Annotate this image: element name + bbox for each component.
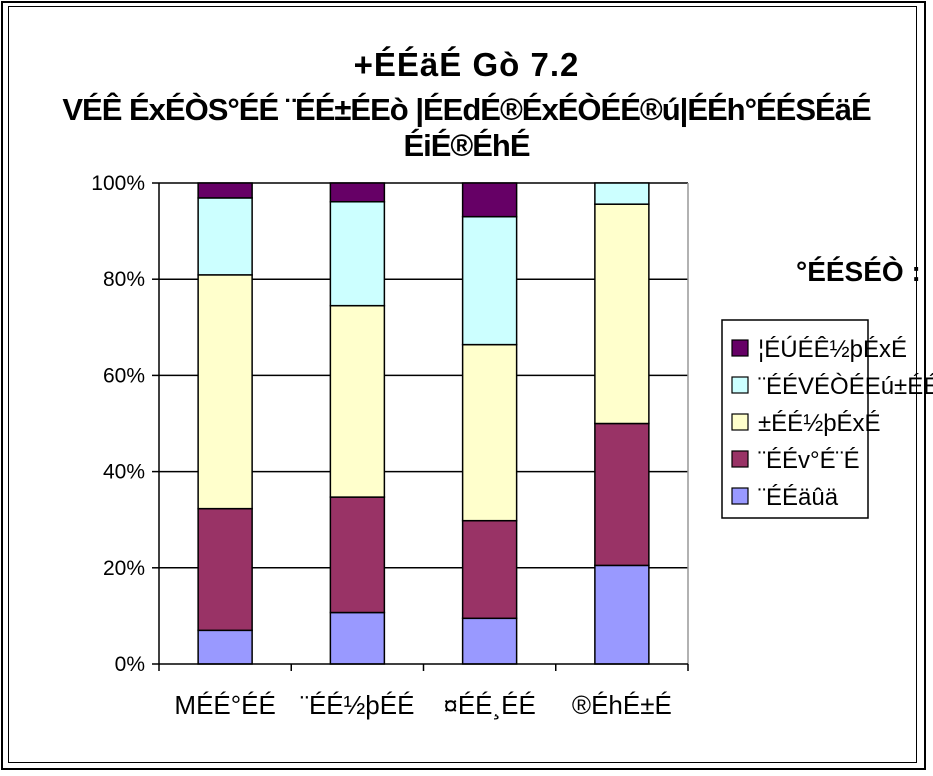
y-tick-label: 80%: [103, 268, 145, 291]
bar-segment: [329, 201, 386, 307]
legend-title: °ÉÉSÉÒ :: [796, 256, 921, 287]
x-tick-label: ¤ÉÉ¸ÉÉ: [443, 690, 536, 720]
x-tick-label: MÉÉ°ÉÉ: [174, 690, 275, 720]
y-tick-label: 20%: [103, 557, 145, 580]
bar-segment: [197, 182, 253, 199]
bar-segment: [461, 182, 518, 218]
bar-segment: [197, 629, 253, 665]
x-tick-label: ¨ÉÉ½þÉÉ: [300, 690, 414, 720]
legend-label: ¨ÉÉVÉÒÉEú±ÉÉ: [758, 373, 933, 400]
bar-segment: [594, 422, 650, 567]
bar-segment: [329, 182, 386, 203]
bar-segment: [329, 304, 386, 498]
chart-subtitle: VÉÊ ÉxÉÒS°ÉÉ ¨ÉÉ±ÉEò |ÉEdÉ®ÉxÉÒÉÉ®ú|ÉÉh°…: [62, 92, 871, 163]
legend-swatch: [731, 487, 749, 505]
legend-label: ¨ÉÉäûä: [758, 484, 839, 511]
legend-label: ±ÉÉ½þÉxÉ: [758, 410, 881, 437]
bar-segment: [329, 611, 386, 665]
bar-segment: [594, 182, 650, 205]
legend-swatch: [731, 450, 749, 468]
legend-swatch: [731, 376, 749, 394]
bar-segment: [197, 197, 253, 276]
bar-segment: [594, 564, 650, 665]
y-tick-label: 0%: [115, 653, 145, 676]
bar-segment: [197, 507, 253, 632]
bar-segment: [594, 203, 650, 425]
legend-swatch: [731, 339, 749, 357]
bar-segment: [461, 617, 518, 665]
chart-title: +ÉÉäÉ Gò 7.2: [353, 46, 580, 83]
y-tick-label: 60%: [103, 364, 145, 387]
bar-segment: [329, 496, 386, 614]
legend-label: ¦ÉÚÉÊ½þÉxÉ: [758, 336, 907, 363]
legend-label: ¨ÉÉv°É¨É: [758, 447, 860, 474]
bar-segment: [461, 519, 518, 620]
legend: ¦ÉÚÉÊ½þÉxÉ ¨ÉÉVÉÒÉEú±ÉÉ ±ÉÉ½þÉxÉ ¨ÉÉv°É¨É ¨É…: [721, 319, 933, 519]
legend-swatch: [731, 413, 749, 431]
bar-segment: [461, 215, 518, 346]
bar-segment: [197, 274, 253, 510]
x-tick-label: ®ÉhÉ±É: [572, 690, 672, 720]
axes: 0% 20% 40% 60% 80% 100% MÉÉ°ÉÉ ¨ÉÉ½þÉÉ ¤ÉÉ¸ÉÉ ®Éh…: [91, 172, 689, 720]
bars: [197, 182, 650, 665]
chart-inner-frame: [8, 6, 917, 763]
y-tick-label: 100%: [91, 172, 145, 195]
y-tick-label: 40%: [103, 461, 145, 484]
bar-segment: [461, 343, 518, 522]
